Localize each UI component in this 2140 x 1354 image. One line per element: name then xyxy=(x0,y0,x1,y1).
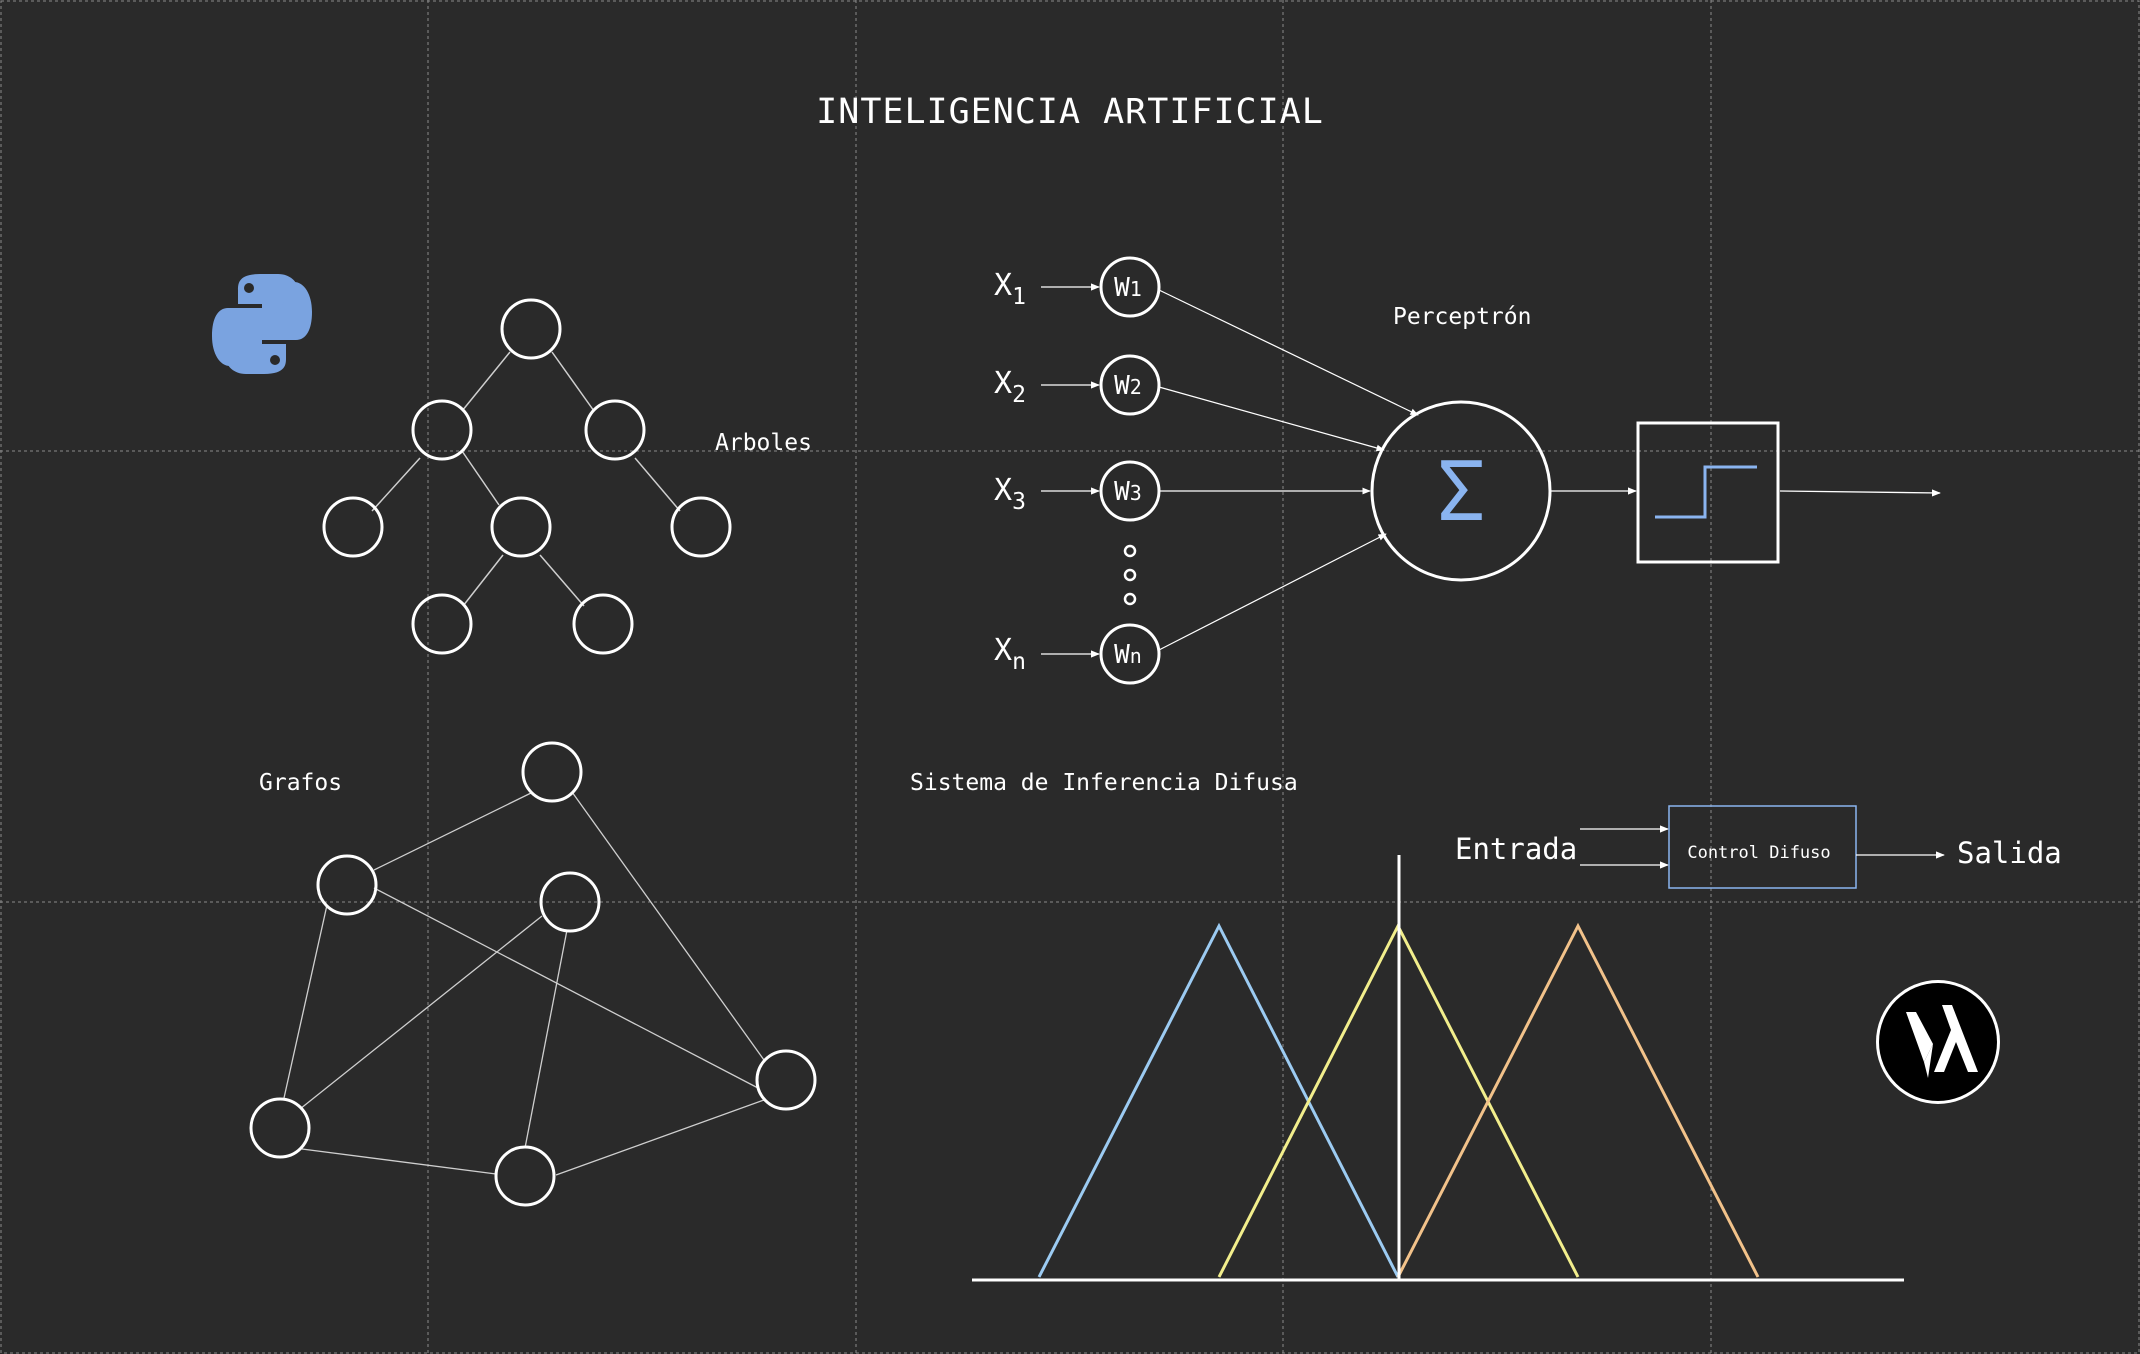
summation-node xyxy=(1370,400,1552,582)
fuzzy-control-box xyxy=(1668,805,1857,889)
input-x1-label: X1 xyxy=(994,268,1026,310)
input-xn-label: Xn xyxy=(994,633,1026,675)
weight-node xyxy=(1099,623,1161,685)
input-arrows xyxy=(1041,283,1100,658)
graph-nodes xyxy=(249,741,817,1207)
tree-node xyxy=(411,399,473,461)
tree-diagram: Arboles xyxy=(322,298,812,655)
graphs-label: Grafos xyxy=(259,770,342,796)
weight-w3-label: W3 xyxy=(1114,477,1142,507)
weight-node xyxy=(1099,354,1161,416)
weight-labels: W1 W2 W3 Wn xyxy=(1114,273,1142,670)
graph-node xyxy=(249,1097,311,1159)
weight-w2-label: W2 xyxy=(1114,371,1142,401)
weight-wn-label: Wn xyxy=(1114,640,1142,670)
tree-node xyxy=(411,593,473,655)
graph-node xyxy=(521,741,583,803)
ellipsis-dots xyxy=(1123,544,1137,606)
tree-node xyxy=(500,298,562,360)
input-x2-label: X2 xyxy=(994,366,1026,408)
weight-to-sum-arrows xyxy=(1158,289,1419,651)
weight-node xyxy=(1099,256,1161,318)
graph-node xyxy=(755,1049,817,1111)
tree-node xyxy=(490,496,552,558)
weight-nodes xyxy=(1099,256,1161,685)
membership-function-high xyxy=(1396,922,1760,1278)
graph-diagram: Grafos xyxy=(249,741,817,1207)
page-title: INTELIGENCIA ARTIFICIAL xyxy=(816,92,1324,132)
tree-node xyxy=(322,496,384,558)
perceptron-input-labels: X1 X2 X3 Xn xyxy=(994,268,1026,675)
graph-node xyxy=(494,1145,556,1207)
output-arrow xyxy=(1779,489,1941,497)
fuzzy-input-arrows xyxy=(1580,825,1669,869)
graph-node xyxy=(316,854,378,916)
fuzzy-input-label: Entrada xyxy=(1455,832,1577,866)
step-function-icon xyxy=(1655,465,1757,519)
perceptron-diagram: Perceptrón X1 X2 X3 Xn W1 W2 W3 Wn xyxy=(994,256,1941,685)
fuzzy-diagram: Sistema de Inferencia Difusa Entrada Con… xyxy=(910,770,2062,1282)
membership-function-low xyxy=(1037,922,1400,1278)
graph-edges xyxy=(283,791,765,1176)
summation-symbol: Σ xyxy=(1436,445,1485,540)
graph-node xyxy=(539,871,601,933)
input-x3-label: X3 xyxy=(994,473,1026,515)
tree-edges xyxy=(371,351,681,607)
lambda-logo-icon xyxy=(1876,980,2000,1104)
fuzzy-label: Sistema de Inferencia Difusa xyxy=(910,770,1298,796)
tree-node xyxy=(572,593,634,655)
weight-w1-label: W1 xyxy=(1114,273,1142,303)
perceptron-label: Perceptrón xyxy=(1393,304,1531,330)
python-logo-icon xyxy=(212,274,312,374)
activation-box xyxy=(1636,421,1780,564)
tree-nodes xyxy=(322,298,732,655)
trees-label: Arboles xyxy=(715,430,812,456)
fuzzy-control-label: Control Difuso xyxy=(1687,843,1830,863)
fuzzy-output-label: Salida xyxy=(1957,836,2062,870)
tree-node xyxy=(584,399,646,461)
tree-node xyxy=(670,496,732,558)
